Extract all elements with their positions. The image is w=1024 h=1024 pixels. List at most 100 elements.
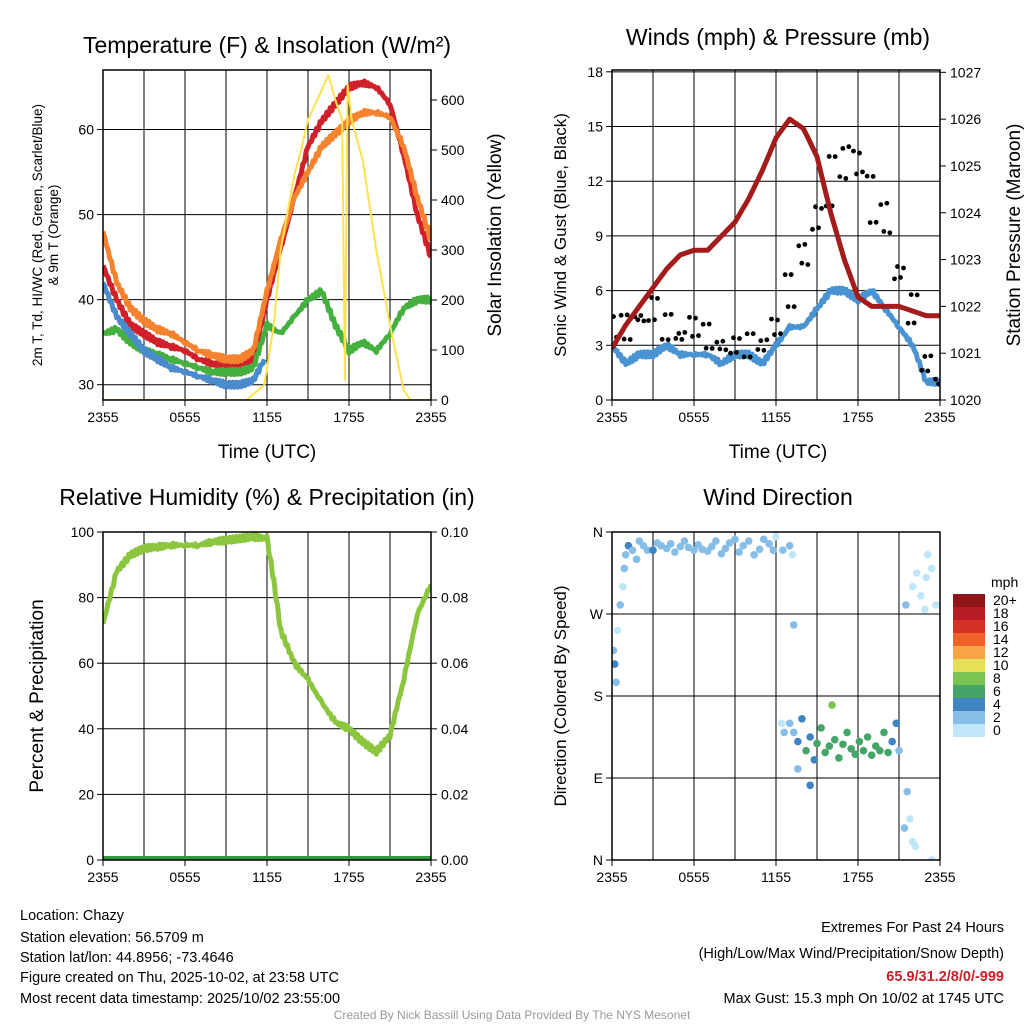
gust-point (908, 292, 914, 297)
wind-direction-point (928, 856, 936, 860)
gust-point (682, 330, 688, 335)
gust-point (624, 312, 630, 318)
y-right-tick-label: 400 (441, 192, 465, 208)
y-tick-label: N (593, 852, 603, 868)
colorbar-swatch (953, 724, 985, 737)
gust-point (922, 354, 928, 359)
9m-t-line (103, 107, 431, 365)
wind-direction-chart-title: Wind Direction (703, 484, 853, 510)
gust-point (925, 368, 931, 374)
gust-point (741, 354, 747, 360)
wind-direction-point (612, 660, 619, 668)
wind-direction-point (690, 546, 698, 555)
wind-direction-point (847, 745, 855, 753)
gust-point (690, 334, 695, 339)
colorbar-swatch (953, 672, 985, 685)
gust-point (706, 321, 712, 327)
colorbar-label: 0 (993, 722, 1001, 738)
wind-direction-point (921, 605, 929, 614)
gust-point (700, 321, 706, 327)
humidity-series (103, 532, 431, 860)
wind-direction-point (902, 601, 910, 609)
gust-point (638, 313, 644, 318)
y-tick-label: 0 (86, 852, 94, 868)
y-tick-label: 15 (587, 119, 603, 135)
humidity-y-axis-label: Percent & Precipitation (27, 599, 48, 792)
y-right-tick-label: 1023 (950, 252, 981, 268)
y-right-tick-label: 1020 (950, 392, 981, 408)
y-tick-label: 80 (78, 590, 94, 606)
colorbar-label: 10 (993, 657, 1009, 673)
elevation-text: Station elevation: 56.5709 m (20, 930, 204, 946)
winds-plot-frame (611, 69, 941, 401)
wind-direction-point (707, 542, 716, 551)
wind-direction-point (649, 546, 657, 555)
gust-point (769, 316, 774, 322)
wind-direction-point (825, 742, 834, 750)
colorbar-swatch (953, 711, 985, 724)
wind-direction-point (789, 728, 798, 737)
y-tick-label: 18 (587, 64, 603, 80)
gust-point (662, 312, 668, 318)
colorbar-label: 14 (993, 631, 1009, 647)
y-tick-label: 6 (595, 283, 603, 299)
x-tick-label: 1155 (252, 409, 282, 425)
y-tick-label: 30 (78, 377, 94, 393)
wind-direction-point (739, 541, 747, 550)
gust-point (895, 264, 900, 269)
gust-point (919, 367, 925, 373)
gust-point (635, 317, 641, 323)
x-tick-label: 2355 (596, 409, 627, 425)
station-info: Location: Chazy Station elevation: 56.57… (20, 908, 340, 1007)
humidity-plot-frame (102, 531, 432, 861)
gust-point (687, 314, 692, 320)
gust-point (755, 347, 761, 352)
wind-direction-point (794, 737, 802, 746)
y-right-tick-label: 1021 (950, 345, 981, 361)
gust-point (703, 345, 709, 351)
relative-humidity-line (103, 532, 431, 757)
colorbar-label: 4 (993, 696, 1001, 712)
wind-direction-point (680, 537, 689, 545)
y-right-tick-label: 0.00 (441, 852, 468, 868)
insolation-y-axis-label: Solar Insolation (Yellow) (485, 133, 506, 336)
credit-text: Created By Nick Bassill Using Data Provi… (334, 1008, 691, 1022)
y-tick-label: N (593, 524, 603, 540)
gust-point (802, 242, 808, 247)
x-tick-label: 2355 (596, 869, 627, 885)
gust-point (734, 350, 739, 355)
wind-direction-point (621, 550, 630, 559)
gust-point (887, 230, 893, 236)
hi-wc-line (103, 281, 267, 390)
y-tick-label: 100 (71, 524, 95, 540)
gust-point (873, 219, 879, 225)
gust-point (655, 295, 660, 301)
extremes-values: 65.9/31.2/8/0/-999 (886, 969, 1004, 985)
wind-direction-point (903, 787, 911, 796)
wind-direction-point (772, 532, 780, 541)
wind-direction-point (802, 746, 810, 755)
wind-direction-point (735, 548, 743, 556)
wind-direction-point (671, 548, 679, 556)
wind-direction-point (666, 540, 675, 548)
gust-point (612, 314, 616, 319)
gust-point (605, 314, 610, 319)
gust-point (826, 154, 832, 159)
gust-point (679, 337, 685, 342)
gust-point (728, 350, 733, 356)
gust-point (901, 265, 906, 271)
gust-point (731, 335, 736, 341)
colorbar-label: 20+ (993, 592, 1017, 608)
gust-point (884, 200, 890, 206)
y-right-tick-label: 1024 (950, 205, 981, 221)
wind-direction-series (612, 532, 940, 860)
gust-point (936, 381, 940, 387)
x-tick-label: 0555 (169, 409, 200, 425)
gust-point (778, 331, 783, 337)
wind-direction-point (835, 754, 843, 762)
wind-direction-point (828, 701, 836, 709)
y-tick-label: W (590, 606, 604, 622)
extremes-title: Extremes For Past 24 Hours (821, 920, 1004, 936)
gust-point (860, 169, 865, 175)
colorbar-label: 12 (993, 644, 1009, 660)
